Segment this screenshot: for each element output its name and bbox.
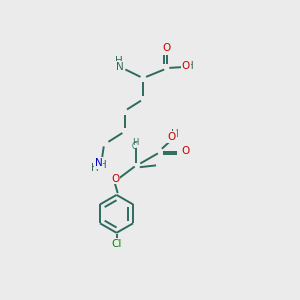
Text: O: O: [168, 132, 176, 142]
Text: O: O: [182, 146, 190, 156]
Text: H: H: [132, 139, 138, 148]
Text: O: O: [162, 43, 171, 52]
Text: O: O: [182, 61, 190, 71]
Text: H: H: [115, 56, 122, 66]
Text: Cl: Cl: [111, 239, 122, 249]
Text: H: H: [171, 129, 179, 139]
Text: N: N: [95, 158, 103, 168]
Text: H: H: [186, 61, 194, 71]
Text: C: C: [132, 142, 137, 152]
Text: H: H: [99, 160, 107, 170]
Text: H: H: [91, 164, 99, 173]
Text: O: O: [111, 173, 119, 184]
Text: N: N: [116, 62, 124, 72]
